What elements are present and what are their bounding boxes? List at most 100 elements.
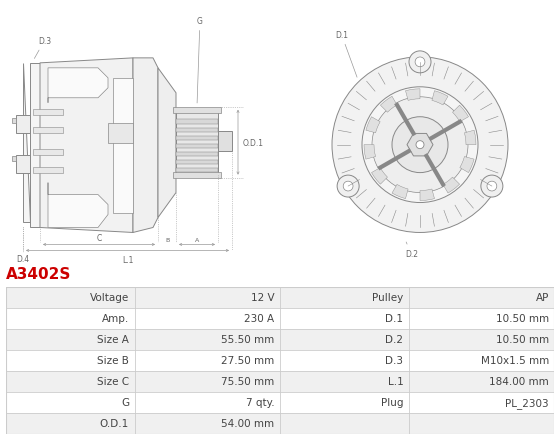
Text: Amp.: Amp. xyxy=(102,313,129,323)
Text: D.1: D.1 xyxy=(385,313,403,323)
Polygon shape xyxy=(432,92,448,106)
Polygon shape xyxy=(48,69,108,103)
Circle shape xyxy=(362,88,478,203)
Text: 7 qty.: 7 qty. xyxy=(246,397,274,407)
Polygon shape xyxy=(464,131,476,145)
Bar xyxy=(409,413,554,434)
Bar xyxy=(176,169,218,173)
Text: B: B xyxy=(165,238,169,243)
Text: D.2: D.2 xyxy=(385,334,403,344)
Text: PL_2303: PL_2303 xyxy=(505,397,549,408)
Text: G: G xyxy=(121,397,129,407)
Bar xyxy=(280,287,409,308)
Text: D.3: D.3 xyxy=(34,37,51,59)
Text: AP: AP xyxy=(535,293,549,302)
Bar xyxy=(218,131,232,151)
Polygon shape xyxy=(48,183,108,228)
Bar xyxy=(280,392,409,413)
Text: 230 A: 230 A xyxy=(244,313,274,323)
Text: Size A: Size A xyxy=(97,334,129,344)
Text: Size B: Size B xyxy=(97,355,129,365)
Polygon shape xyxy=(108,124,133,143)
Bar xyxy=(409,350,554,371)
Bar xyxy=(409,392,554,413)
Bar xyxy=(280,413,409,434)
Text: L.1: L.1 xyxy=(388,376,403,386)
Text: L.1: L.1 xyxy=(122,256,133,265)
Bar xyxy=(176,152,218,157)
Bar xyxy=(280,371,409,392)
Bar xyxy=(33,127,63,134)
Text: 27.50 mm: 27.50 mm xyxy=(221,355,274,365)
Text: Voltage: Voltage xyxy=(90,293,129,302)
Polygon shape xyxy=(133,59,158,233)
Polygon shape xyxy=(364,145,376,160)
Bar xyxy=(176,110,218,175)
Text: D.4: D.4 xyxy=(16,254,30,263)
Text: 54.00 mm: 54.00 mm xyxy=(221,418,274,428)
Bar xyxy=(6,413,280,434)
Polygon shape xyxy=(23,64,40,228)
Circle shape xyxy=(343,182,353,191)
Polygon shape xyxy=(371,168,388,185)
Bar xyxy=(280,308,409,329)
Bar xyxy=(176,145,218,148)
Polygon shape xyxy=(113,79,133,213)
Text: 184.00 mm: 184.00 mm xyxy=(489,376,549,386)
Bar xyxy=(409,308,554,329)
Polygon shape xyxy=(452,106,469,123)
Circle shape xyxy=(481,176,503,198)
Bar xyxy=(12,118,16,124)
Text: 10.50 mm: 10.50 mm xyxy=(496,313,549,323)
Text: O.D.1: O.D.1 xyxy=(243,138,264,147)
Bar xyxy=(409,329,554,350)
Circle shape xyxy=(409,52,431,74)
Circle shape xyxy=(337,176,359,198)
Text: M10x1.5 mm: M10x1.5 mm xyxy=(480,355,549,365)
Text: D.2: D.2 xyxy=(405,243,418,259)
Bar xyxy=(409,287,554,308)
Text: A3402S: A3402S xyxy=(6,266,71,281)
Bar xyxy=(176,136,218,141)
Polygon shape xyxy=(407,134,433,156)
Bar xyxy=(6,371,280,392)
Polygon shape xyxy=(392,185,408,199)
Circle shape xyxy=(415,58,425,67)
Circle shape xyxy=(416,141,424,149)
Polygon shape xyxy=(443,178,460,194)
Bar xyxy=(6,287,280,308)
Circle shape xyxy=(487,182,497,191)
Polygon shape xyxy=(405,90,420,101)
Bar xyxy=(6,329,280,350)
Text: 55.50 mm: 55.50 mm xyxy=(221,334,274,344)
Bar xyxy=(176,128,218,132)
Polygon shape xyxy=(460,157,474,173)
Circle shape xyxy=(392,117,448,173)
Text: D.3: D.3 xyxy=(385,355,403,365)
Bar xyxy=(16,116,30,134)
Text: 10.50 mm: 10.50 mm xyxy=(496,334,549,344)
Text: A: A xyxy=(195,238,199,243)
Bar xyxy=(33,149,63,155)
Text: Plug: Plug xyxy=(381,397,403,407)
Bar xyxy=(33,167,63,173)
Bar xyxy=(6,350,280,371)
Bar xyxy=(6,392,280,413)
Bar xyxy=(173,107,221,113)
Polygon shape xyxy=(40,59,133,233)
Text: 75.50 mm: 75.50 mm xyxy=(221,376,274,386)
Text: G: G xyxy=(197,17,203,104)
Bar xyxy=(280,329,409,350)
Text: D.1: D.1 xyxy=(335,31,357,78)
Bar xyxy=(6,308,280,329)
Polygon shape xyxy=(158,69,176,218)
Bar xyxy=(173,172,221,178)
Bar xyxy=(33,110,63,116)
Polygon shape xyxy=(366,117,380,134)
Bar xyxy=(176,161,218,165)
Circle shape xyxy=(332,58,508,233)
Circle shape xyxy=(372,98,468,193)
Bar xyxy=(409,371,554,392)
Bar xyxy=(176,120,218,124)
Text: Size C: Size C xyxy=(97,376,129,386)
